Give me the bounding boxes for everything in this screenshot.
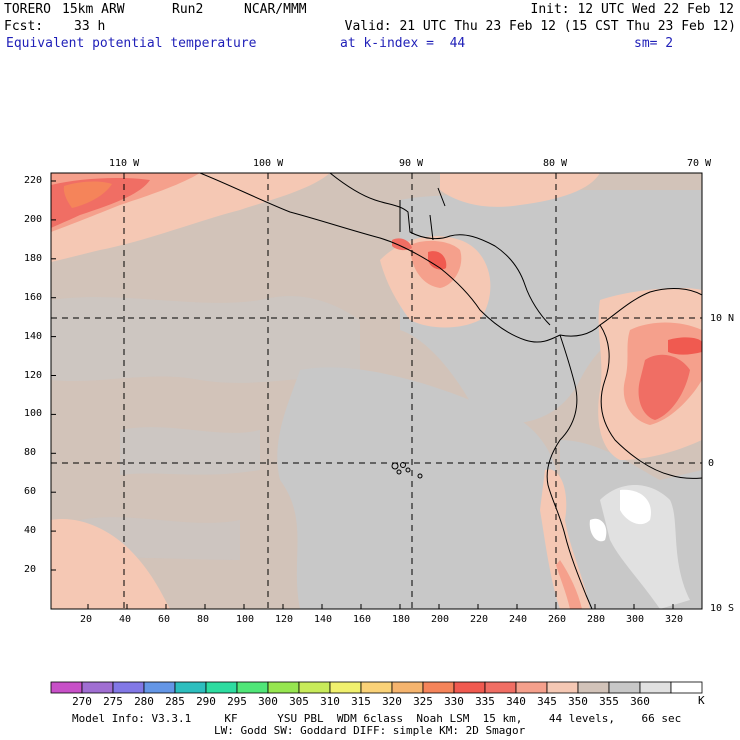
y-tick-label: 60 [24, 486, 37, 498]
colorbar-label: 345 [537, 695, 557, 708]
lon-label-100w: 100 W [253, 158, 284, 169]
y-tick-label: 220 [24, 175, 43, 186]
field-title: Equivalent potential temperature [6, 36, 257, 51]
colorbar-swatch [50, 681, 83, 694]
x-tick-label: 200 [431, 614, 450, 625]
model-resolution: 15km ARW [62, 2, 125, 17]
x-tick-label: 80 [197, 614, 210, 625]
colorbar-swatch [608, 681, 641, 694]
colorbar-swatch [391, 681, 424, 694]
colorbar-label: 340 [506, 695, 526, 708]
colorbar-swatch [670, 681, 703, 694]
x-tick-label: 280 [587, 614, 606, 625]
colorbar-swatch [112, 681, 145, 694]
colorbar-swatch [143, 681, 176, 694]
x-tick-label: 160 [353, 614, 372, 625]
physics-info: LW: Godd SW: Goddard DIFF: simple KM: 2D… [214, 724, 526, 737]
colorbar-swatch [577, 681, 610, 694]
x-tick-label: 220 [470, 614, 489, 625]
y-tick-label: 80 [24, 447, 37, 459]
colorbar-swatch [484, 681, 517, 694]
init-time: Init: 12 UTC Wed 22 Feb 12 [530, 2, 735, 17]
colorbar-label: 305 [289, 695, 309, 708]
colorbar-swatch [205, 681, 238, 694]
valid-time: Valid: 21 UTC Thu 23 Feb 12 (15 CST Thu … [344, 19, 736, 34]
x-tick-label: 140 [314, 614, 333, 625]
run-label: Run2 [172, 2, 204, 17]
y-tick-label: 100 [24, 408, 43, 420]
x-tick-label: 180 [392, 614, 411, 625]
level-label: at k-index = 44 [340, 36, 466, 51]
colorbar-swatch [360, 681, 393, 694]
colorbar-swatch [298, 681, 331, 694]
smoothing-label: sm= 2 [634, 36, 674, 51]
colorbar-swatch [174, 681, 207, 694]
colorbar-label: 325 [413, 695, 433, 708]
colorbar-label: 285 [165, 695, 185, 708]
x-tick-label: 320 [665, 614, 684, 625]
y-tick-label: 180 [24, 252, 43, 264]
colorbar-unit: K [698, 694, 705, 707]
forecast-hour: 33 h [74, 19, 106, 34]
colorbar [50, 681, 703, 694]
y-tick-label: 140 [24, 330, 43, 342]
coastlines [199, 173, 702, 609]
colorbar-label: 295 [227, 695, 247, 708]
colorbar-swatch [546, 681, 579, 694]
colorbar-label: 300 [258, 695, 278, 708]
x-tick-label: 40 [119, 614, 132, 625]
forecast-label: Fcst: [4, 19, 44, 34]
x-tick-label: 100 [236, 614, 255, 625]
lon-label-90w: 90 W [399, 158, 424, 169]
colorbar-label: 280 [134, 695, 154, 708]
x-tick-label: 120 [275, 614, 294, 625]
colorbar-swatch [639, 681, 672, 694]
x-tick-label: 60 [158, 614, 171, 625]
colorbar-label: 350 [568, 695, 588, 708]
y-tick-label: 40 [24, 525, 37, 537]
lon-label-70w: 70 W [687, 158, 712, 169]
colorbar-label: 275 [103, 695, 123, 708]
colorbar-label: 290 [196, 695, 216, 708]
x-tick-label: 20 [80, 614, 93, 625]
y-tick-label: 200 [24, 213, 43, 225]
x-tick-label: 260 [548, 614, 567, 625]
map-field [51, 173, 702, 609]
colorbar-label: 320 [382, 695, 402, 708]
model-name: TORERO [4, 2, 51, 17]
y-tick-label: 160 [24, 291, 43, 303]
colorbar-swatch [329, 681, 362, 694]
colorbar-swatch [422, 681, 455, 694]
y-tick-label: 120 [24, 369, 43, 381]
model-info: Model Info: V3.3.1 KF YSU PBL WDM 6class… [72, 712, 682, 725]
colorbar-swatch [81, 681, 114, 694]
colorbar-label: 355 [599, 695, 619, 708]
lon-label-80w: 80 W [543, 158, 568, 169]
colorbar-label: 315 [351, 695, 371, 708]
colorbar-label: 330 [444, 695, 464, 708]
colorbar-label: 270 [72, 695, 92, 708]
y-tick-label: 20 [24, 564, 37, 575]
lat-lon-grid [51, 173, 702, 609]
center-label: NCAR/MMM [244, 2, 307, 17]
x-tick-label: 300 [626, 614, 645, 625]
map-frame [50, 172, 703, 610]
colorbar-label: 360 [630, 695, 650, 708]
axis-ticks [51, 180, 674, 609]
lat-label-10s: 10 S [710, 603, 735, 614]
colorbar-swatch [267, 681, 300, 694]
lat-label-eq: 0 [708, 458, 715, 469]
colorbar-label: 335 [475, 695, 495, 708]
lat-label-10n: 10 N [710, 313, 735, 324]
x-tick-label: 240 [509, 614, 528, 625]
colorbar-swatch [236, 681, 269, 694]
lon-label-110w: 110 W [109, 158, 140, 169]
colorbar-swatch [515, 681, 548, 694]
colorbar-swatch [453, 681, 486, 694]
colorbar-label: 310 [320, 695, 340, 708]
